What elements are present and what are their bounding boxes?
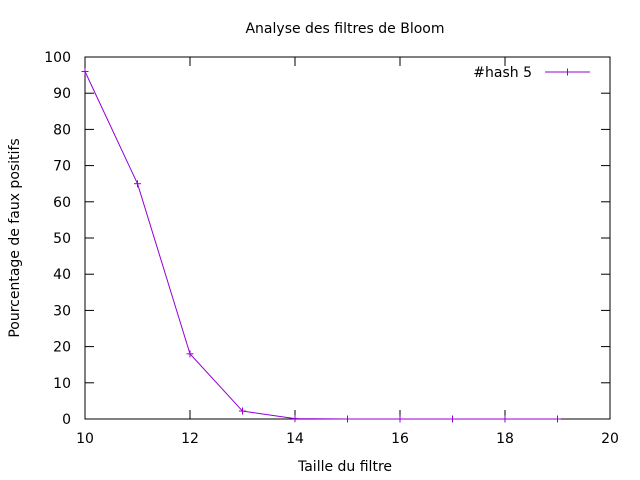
chart-title: Analyse des filtres de Bloom (245, 21, 444, 37)
x-axis-ticks: 10 12 14 16 18 20 (76, 57, 619, 447)
series-layer (81, 67, 561, 423)
y-axis-ticks: 0 10 20 30 40 50 60 70 80 90 100 (44, 50, 610, 428)
data-point (344, 415, 351, 423)
x-tick-label: 20 (601, 431, 619, 447)
data-point (501, 415, 509, 423)
y-tick-label: 90 (53, 86, 71, 102)
y-tick-label: 50 (53, 231, 71, 247)
data-point (554, 415, 561, 423)
data-point (239, 407, 246, 415)
y-axis-label: Pourcentage de faux positifs (7, 138, 23, 337)
y-tick-label: 100 (44, 50, 71, 66)
series-line (84, 71, 558, 420)
data-point (186, 350, 194, 358)
y-tick-label: 70 (53, 159, 71, 175)
legend: #hash 5 (473, 65, 590, 81)
data-point (134, 180, 141, 188)
y-tick-label: 20 (53, 340, 71, 356)
data-point (81, 67, 89, 75)
y-tick-label: 30 (53, 303, 71, 319)
y-tick-label: 60 (53, 195, 71, 211)
y-tick-label: 0 (62, 412, 71, 428)
x-tick-label: 10 (76, 431, 94, 447)
data-point (396, 415, 404, 423)
x-tick-label: 18 (496, 431, 514, 447)
x-tick-label: 14 (286, 431, 304, 447)
legend-marker (564, 68, 571, 76)
y-tick-label: 40 (53, 267, 71, 283)
data-point (291, 415, 299, 423)
y-tick-label: 10 (53, 376, 71, 392)
legend-label: #hash 5 (473, 65, 532, 81)
x-tick-label: 16 (391, 431, 409, 447)
x-axis-label: Taille du filtre (297, 459, 392, 475)
x-tick-label: 12 (181, 431, 199, 447)
y-tick-label: 80 (53, 122, 71, 138)
plot-frame (84, 56, 611, 420)
data-point (449, 415, 456, 423)
